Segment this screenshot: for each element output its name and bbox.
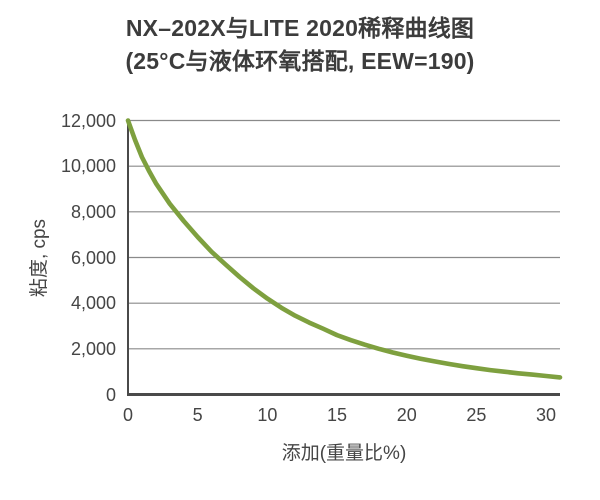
- chart-title-block: NX–202X与LITE 2020稀释曲线图 (25°C与液体环氧搭配, EEW…: [0, 12, 600, 78]
- x-tick-label: 30: [536, 404, 557, 425]
- y-tick-label: 12,000: [60, 110, 116, 131]
- y-tick-label: 0: [105, 384, 116, 405]
- y-tick-label: 4,000: [70, 293, 116, 314]
- y-tick-label: 8,000: [70, 201, 116, 222]
- x-tick-label: 10: [257, 404, 278, 425]
- x-tick-label: 20: [396, 404, 417, 425]
- x-axis-title: 添加(重量比%): [281, 443, 407, 464]
- y-tick-label: 2,000: [70, 338, 116, 359]
- x-tick-label: 15: [327, 404, 348, 425]
- chart-subtitle: (25°C与液体环氧搭配, EEW=190): [125, 48, 475, 74]
- dilution-curve: [125, 118, 563, 380]
- y-tick-label: 6,000: [70, 247, 116, 268]
- y-tick-label: 10,000: [60, 156, 116, 177]
- x-tick-label: 0: [122, 404, 133, 425]
- x-tick-label: 5: [192, 404, 203, 425]
- x-tick-label: 25: [466, 404, 487, 425]
- chart-title: NX–202X与LITE 2020稀释曲线图: [125, 15, 475, 41]
- y-axis-title: 粘度, cps: [29, 218, 50, 298]
